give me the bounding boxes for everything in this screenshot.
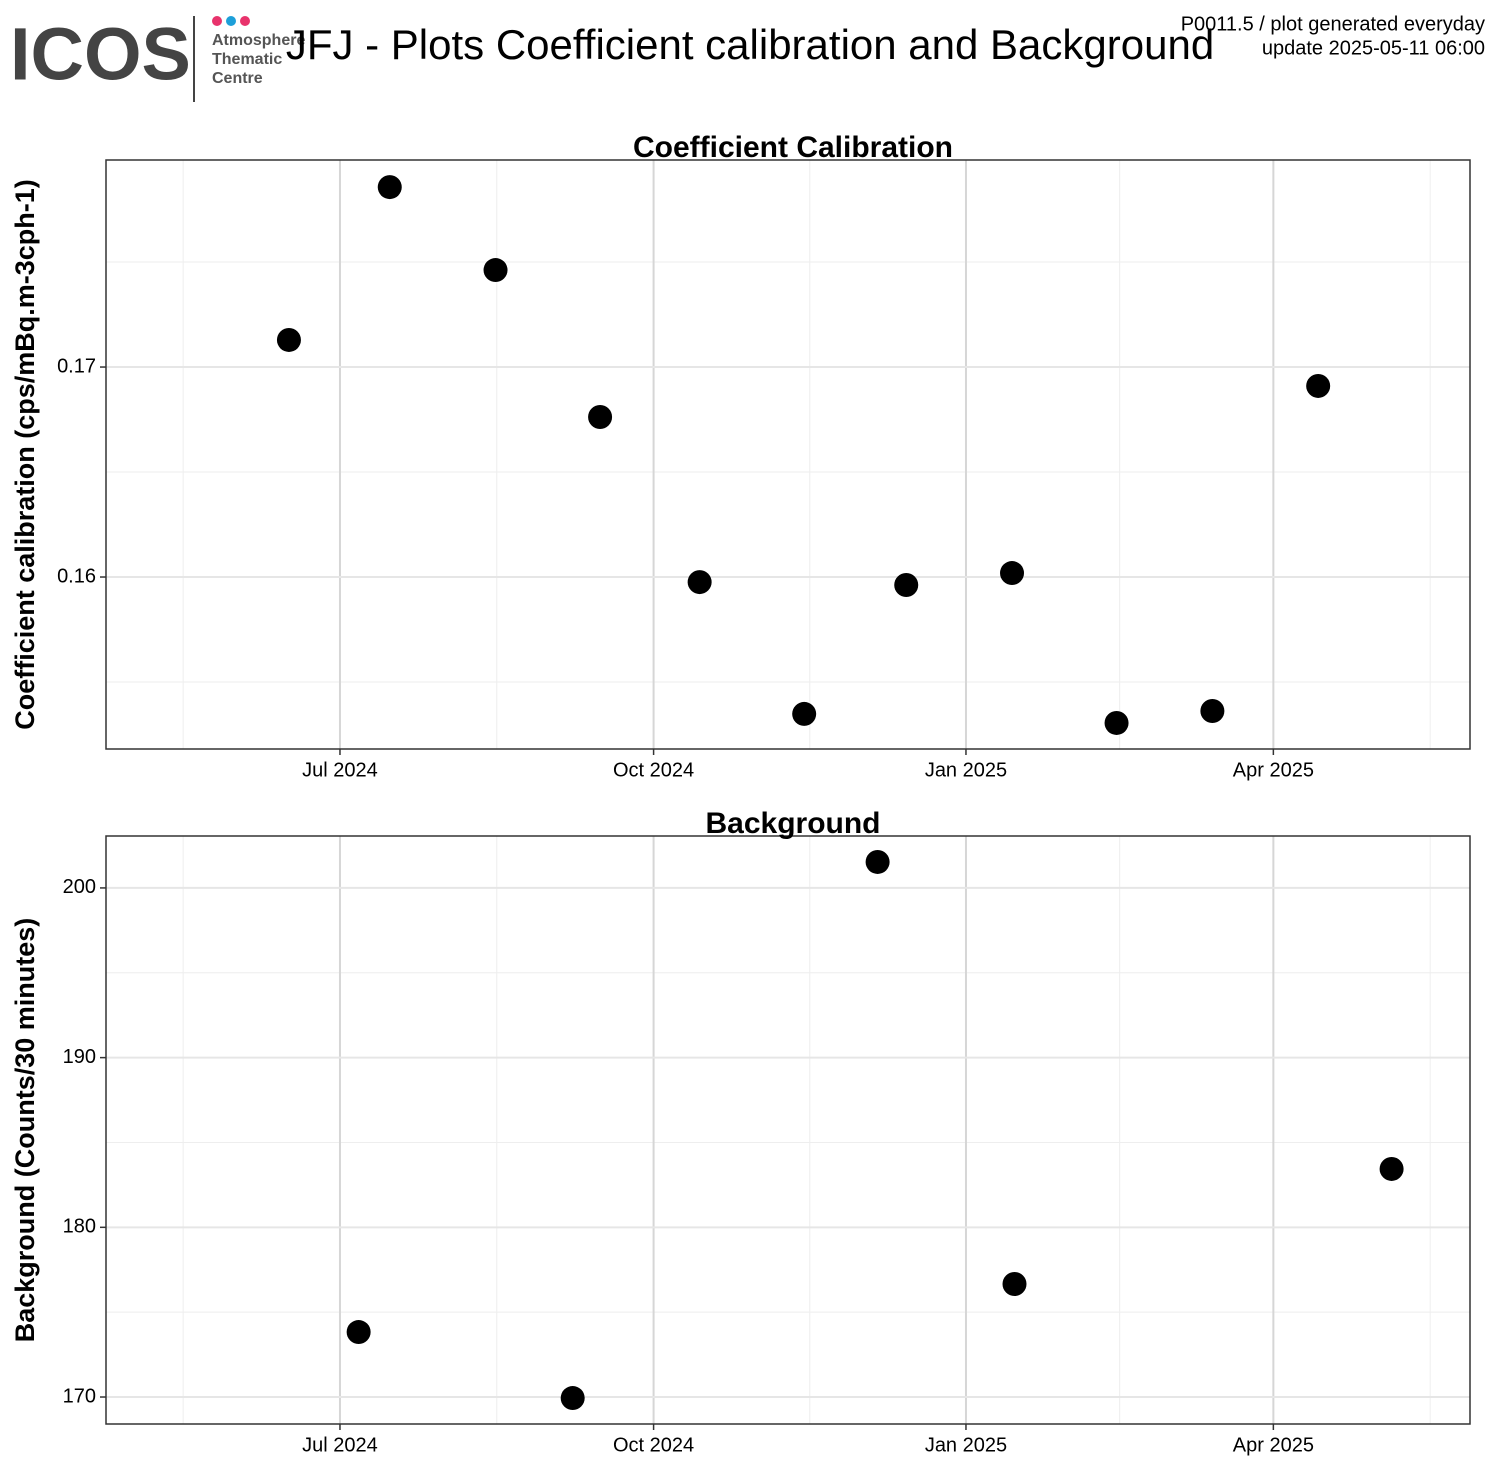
y-tick-label: 200 xyxy=(63,876,96,898)
point xyxy=(894,573,919,598)
point xyxy=(865,849,890,874)
panel-border xyxy=(105,159,1471,750)
point xyxy=(588,405,613,430)
panel-border xyxy=(105,835,1471,1425)
point xyxy=(377,175,402,200)
x-tick-label: Jan 2025 xyxy=(925,1434,1007,1456)
y-tick-label: 0.17 xyxy=(57,355,96,377)
y-tick-label: 190 xyxy=(63,1046,96,1068)
point xyxy=(1379,1156,1404,1181)
logo-dot xyxy=(212,16,222,26)
x-tick-label: Oct 2024 xyxy=(613,759,694,781)
point xyxy=(1200,698,1225,723)
logo-text: Centre xyxy=(212,70,263,87)
point xyxy=(276,327,301,352)
point xyxy=(483,258,508,283)
point xyxy=(1306,373,1331,398)
chart-title: Coefficient Calibration xyxy=(633,131,953,164)
y-tick-label: 170 xyxy=(63,1385,96,1407)
x-tick-label: Apr 2025 xyxy=(1233,759,1314,781)
point xyxy=(1000,561,1025,586)
y-axis-label: Coefficient calibration (cps/mBq.m-3cph-… xyxy=(10,179,40,730)
logo: ICOS xyxy=(10,13,191,96)
x-tick-label: Apr 2025 xyxy=(1233,1434,1314,1456)
x-tick-label: Jul 2024 xyxy=(302,759,378,781)
x-tick-label: Jul 2024 xyxy=(302,1434,378,1456)
panel-background xyxy=(106,836,1470,1424)
logo-text: Thematic xyxy=(212,51,282,68)
point xyxy=(1002,1272,1027,1296)
chart-title: Background xyxy=(705,807,880,840)
panel-background xyxy=(106,160,1470,749)
note: P0011.5 / plot generated everyday xyxy=(1181,13,1485,35)
page-title: JFJ - Plots Coefficient calibration and … xyxy=(286,21,1214,68)
logo-dot xyxy=(226,16,236,26)
note: update 2025-05-11 06:00 xyxy=(1262,37,1485,59)
point xyxy=(560,1386,585,1411)
point xyxy=(792,701,817,726)
x-tick-label: Oct 2024 xyxy=(613,1434,694,1456)
point xyxy=(1104,710,1129,735)
point xyxy=(346,1320,371,1345)
x-tick-label: Jan 2025 xyxy=(925,759,1007,781)
y-axis-label: Background (Counts/30 minutes) xyxy=(10,918,40,1343)
point xyxy=(687,570,712,595)
logo-dot xyxy=(240,16,250,26)
y-tick-label: 180 xyxy=(63,1216,96,1238)
logo-text: Atmosphere xyxy=(212,32,305,49)
y-tick-label: 0.16 xyxy=(57,565,96,587)
